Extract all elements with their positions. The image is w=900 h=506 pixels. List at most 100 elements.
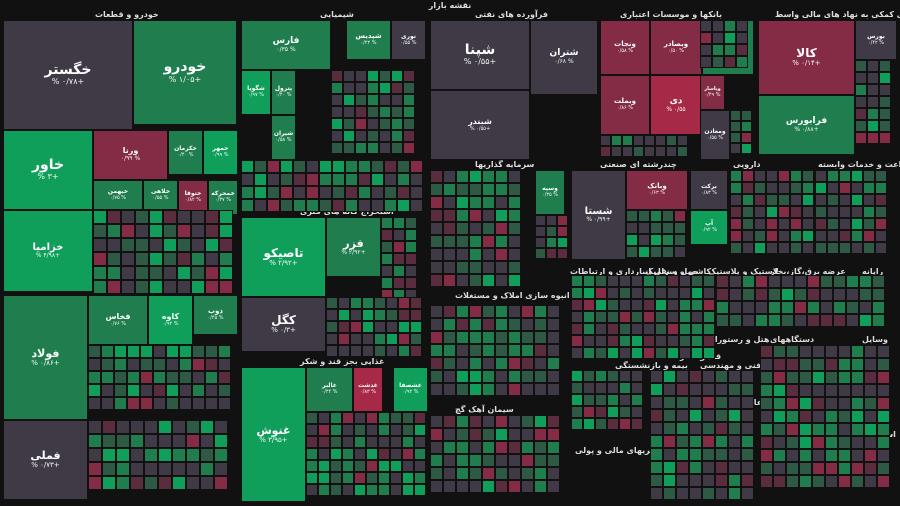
stock-tile-small[interactable]: [546, 226, 557, 237]
stock-tile-small[interactable]: [691, 311, 703, 323]
stock-tile-small[interactable]: [867, 96, 879, 108]
stock-tile-small[interactable]: [163, 210, 177, 224]
stock-tile-small[interactable]: [571, 418, 583, 430]
stock-tile-small[interactable]: [864, 475, 877, 488]
stock-tile-small[interactable]: [205, 345, 218, 358]
stock-tile-small[interactable]: [663, 448, 676, 461]
stock-tile-small[interactable]: [742, 230, 754, 242]
stock-tile-small[interactable]: [807, 288, 820, 301]
stock-tile-small[interactable]: [825, 475, 838, 488]
stock-tile-small[interactable]: [521, 480, 534, 493]
stock-tile-small[interactable]: [875, 194, 887, 206]
stock-tile-small[interactable]: [535, 226, 546, 237]
stock-tile-small[interactable]: [712, 56, 724, 68]
stock-tile-small[interactable]: [200, 462, 214, 476]
stock-tile-small[interactable]: [343, 94, 355, 106]
stock-tile-small[interactable]: [794, 275, 807, 288]
stock-tile-small[interactable]: [595, 275, 607, 287]
stock-tile-small[interactable]: [827, 230, 839, 242]
stock-tile-small[interactable]: [815, 206, 827, 218]
stock-tile-small[interactable]: [214, 462, 228, 476]
stock-tile-small[interactable]: [116, 462, 130, 476]
stock-tile-small[interactable]: [508, 318, 521, 331]
stock-tile-small[interactable]: [102, 476, 116, 490]
stock-tile-small[interactable]: [172, 476, 186, 490]
stock-tile-small[interactable]: [839, 194, 851, 206]
stock-tile-small[interactable]: [338, 345, 350, 357]
stock-tile-small[interactable]: [495, 357, 508, 370]
stock-tile-small[interactable]: [390, 412, 402, 424]
stock-tile-small[interactable]: [430, 344, 443, 357]
stock-tile-small[interactable]: [760, 358, 773, 371]
stock-tile-small[interactable]: [855, 72, 867, 84]
stock-tile-small[interactable]: [534, 344, 547, 357]
stock-tile[interactable]: شبندر% ۰/۵۵+: [430, 90, 530, 160]
stock-tile-small[interactable]: [205, 266, 219, 280]
stock-tile-small[interactable]: [293, 173, 306, 186]
stock-tile-small[interactable]: [768, 288, 781, 301]
stock-tile-small[interactable]: [859, 301, 872, 314]
stock-tile-small[interactable]: [703, 299, 715, 311]
stock-tile-small[interactable]: [508, 370, 521, 383]
stock-tile-small[interactable]: [384, 173, 397, 186]
stock-tile-small[interactable]: [149, 210, 163, 224]
stock-tile-small[interactable]: [430, 331, 443, 344]
stock-tile-small[interactable]: [812, 410, 825, 423]
stock-tile-small[interactable]: [742, 288, 755, 301]
stock-tile-small[interactable]: [583, 394, 595, 406]
stock-tile-small[interactable]: [430, 441, 443, 454]
stock-tile-small[interactable]: [547, 415, 560, 428]
stock-tile-small[interactable]: [306, 436, 318, 448]
stock-tile-small[interactable]: [786, 384, 799, 397]
stock-tile-small[interactable]: [378, 412, 390, 424]
stock-tile-small[interactable]: [386, 345, 398, 357]
stock-tile-small[interactable]: [107, 210, 121, 224]
stock-tile-small[interactable]: [773, 397, 786, 410]
stock-tile-small[interactable]: [102, 448, 116, 462]
stock-tile-small[interactable]: [205, 210, 219, 224]
stock-tile-small[interactable]: [812, 371, 825, 384]
stock-tile-small[interactable]: [410, 297, 422, 309]
stock-tile-small[interactable]: [662, 234, 674, 246]
stock-tile-small[interactable]: [676, 409, 689, 422]
stock-tile-small[interactable]: [192, 358, 205, 371]
stock-tile-small[interactable]: [875, 170, 887, 182]
stock-tile[interactable]: ومعادن ۰/۵۵ %: [700, 110, 730, 160]
stock-tile-small[interactable]: [371, 186, 384, 199]
stock-tile-small[interactable]: [778, 206, 790, 218]
stock-tile-small[interactable]: [730, 182, 742, 194]
stock-tile-small[interactable]: [430, 415, 443, 428]
stock-tile-small[interactable]: [778, 194, 790, 206]
stock-tile-small[interactable]: [689, 435, 702, 448]
stock-tile-small[interactable]: [702, 409, 715, 422]
stock-tile-small[interactable]: [280, 173, 293, 186]
stock-tile-small[interactable]: [358, 160, 371, 173]
stock-tile-small[interactable]: [354, 460, 366, 472]
stock-tile-small[interactable]: [443, 196, 456, 209]
stock-tile-small[interactable]: [88, 420, 102, 434]
stock-tile-small[interactable]: [443, 170, 456, 183]
stock-tile-small[interactable]: [583, 287, 595, 299]
stock-tile-small[interactable]: [655, 335, 667, 347]
stock-tile-small[interactable]: [700, 56, 712, 68]
stock-tile-small[interactable]: [127, 384, 140, 397]
stock-tile-small[interactable]: [469, 261, 482, 274]
stock-tile-small[interactable]: [443, 209, 456, 222]
stock-tile-small[interactable]: [877, 423, 890, 436]
stock-tile-small[interactable]: [729, 301, 742, 314]
stock-tile-small[interactable]: [88, 345, 101, 358]
stock-tile-small[interactable]: [644, 135, 655, 146]
stock-tile-small[interactable]: [121, 238, 135, 252]
stock-tile-small[interactable]: [378, 460, 390, 472]
stock-tile-small[interactable]: [318, 436, 330, 448]
stock-tile-small[interactable]: [702, 461, 715, 474]
stock-tile-small[interactable]: [838, 397, 851, 410]
stock-tile-small[interactable]: [121, 280, 135, 294]
stock-tile-small[interactable]: [760, 423, 773, 436]
stock-tile-small[interactable]: [456, 370, 469, 383]
stock-tile-small[interactable]: [366, 448, 378, 460]
stock-tile-small[interactable]: [342, 448, 354, 460]
stock-tile-small[interactable]: [88, 384, 101, 397]
stock-tile-small[interactable]: [508, 170, 521, 183]
stock-tile-small[interactable]: [867, 120, 879, 132]
